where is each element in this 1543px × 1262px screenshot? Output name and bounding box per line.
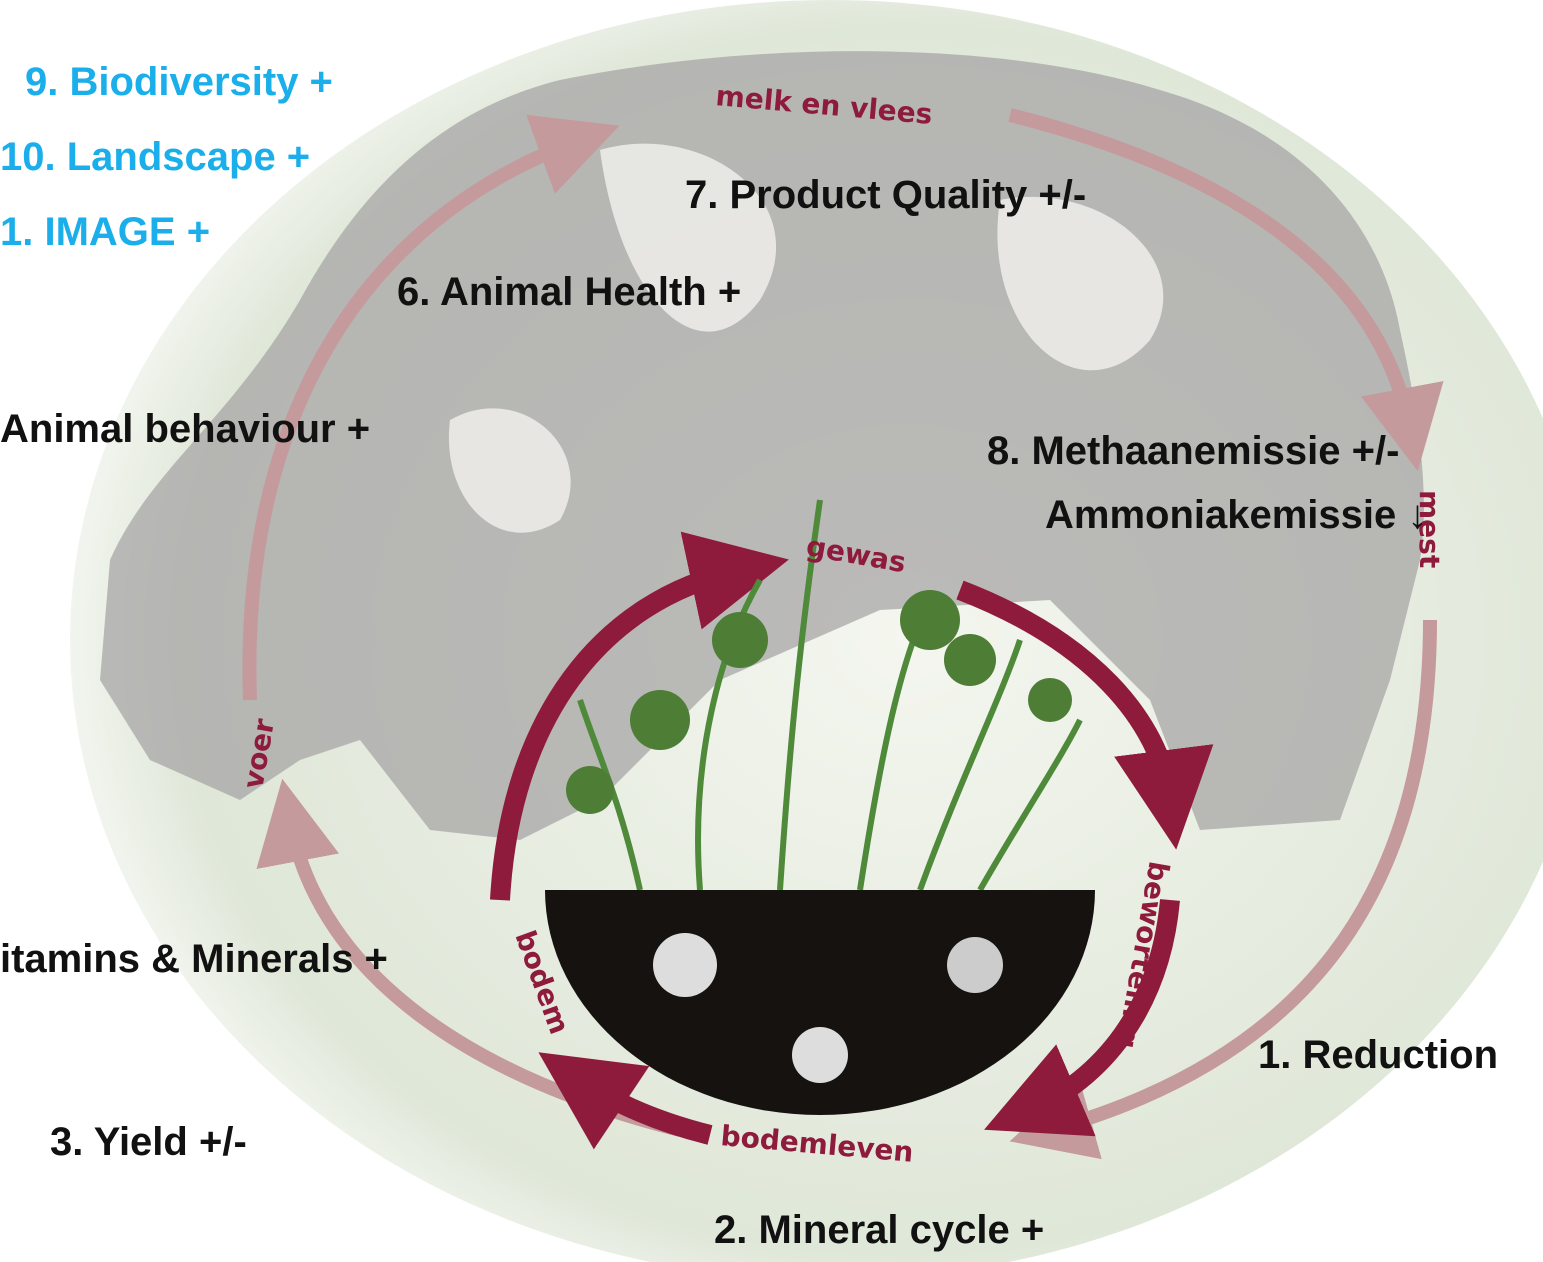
cycle-label: mest (1413, 490, 1446, 568)
outer-cycle (242, 108, 1444, 1160)
inner-cycle (490, 531, 1214, 1150)
label: Animal behaviour + (0, 407, 370, 451)
plants (577, 499, 1083, 892)
leaves (566, 590, 1072, 814)
label: Ammoniakemissie ↓ (1045, 493, 1427, 537)
soil-organism (947, 937, 1003, 993)
label: 3. Yield +/- (50, 1120, 247, 1164)
soil-organism (792, 1027, 848, 1083)
cow-patches (448, 143, 1164, 533)
label: 10. Landscape + (0, 135, 310, 179)
label: 8. Methaanemissie +/- (987, 429, 1399, 473)
label: 9. Biodiversity + (25, 60, 333, 104)
label: 1. Reduction (1258, 1033, 1498, 1077)
label: 2. Mineral cycle + (714, 1208, 1044, 1252)
label: 7. Product Quality +/- (685, 173, 1086, 217)
soil-organism (653, 933, 717, 997)
label: itamins & Minerals + (0, 937, 388, 981)
label: 1. IMAGE + (0, 210, 210, 254)
label: 6. Animal Health + (397, 270, 741, 314)
